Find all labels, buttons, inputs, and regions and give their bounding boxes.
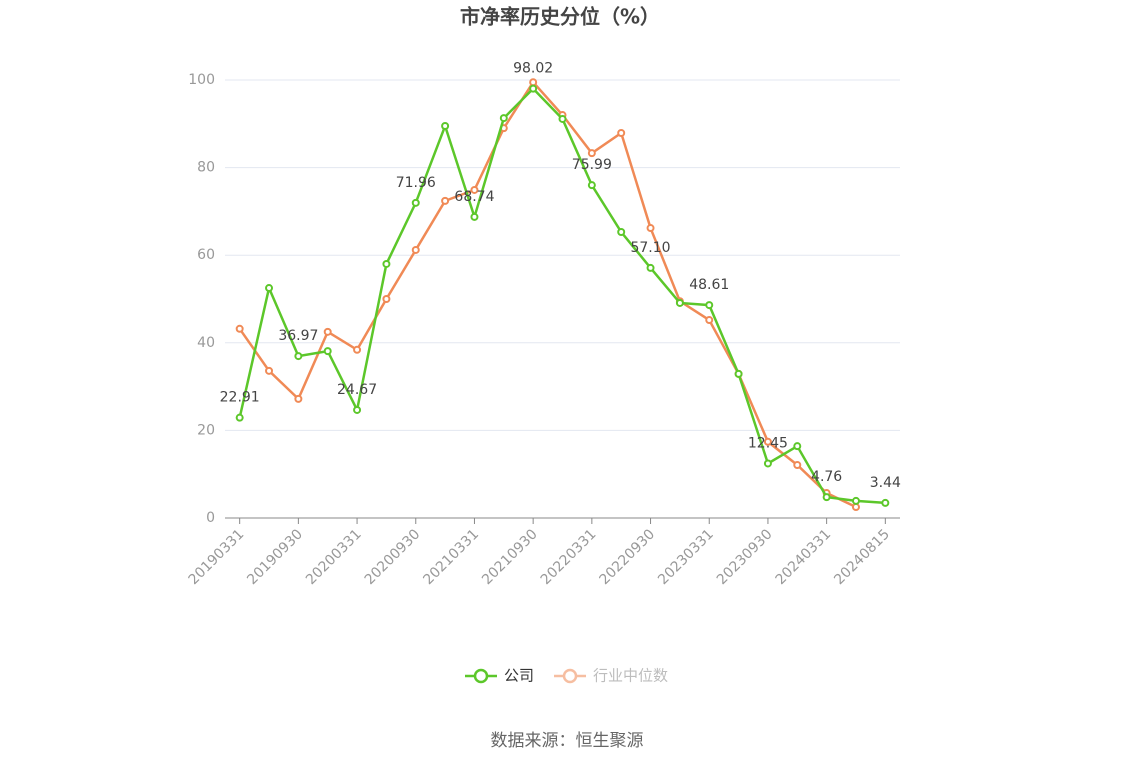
- data-label: 68.74: [454, 189, 494, 205]
- point: [763, 459, 772, 468]
- point: [793, 442, 802, 451]
- point: [646, 263, 655, 272]
- point: [617, 128, 626, 137]
- point: [411, 198, 420, 207]
- legend-marker: [562, 668, 578, 684]
- point: [265, 366, 274, 375]
- point: [499, 114, 508, 123]
- x-tick-label: 20200331: [303, 526, 365, 588]
- point: [587, 149, 596, 158]
- data-label: 12.45: [748, 435, 788, 451]
- point: [705, 301, 714, 310]
- series-line: [238, 86, 886, 505]
- x-tick-label: 20220930: [596, 526, 658, 588]
- point: [235, 324, 244, 333]
- point: [734, 369, 743, 378]
- x-tick-label: 20200930: [362, 526, 424, 588]
- x-tick-label: 20220331: [538, 526, 600, 588]
- data-label: 75.99: [572, 157, 612, 173]
- point: [265, 284, 274, 293]
- point: [323, 327, 332, 336]
- point: [822, 493, 831, 502]
- source: 数据来源：恒生聚源: [491, 731, 644, 751]
- point: [675, 298, 684, 307]
- x-tick-label: 20230331: [655, 526, 717, 588]
- point: [235, 413, 244, 422]
- y-tick-label: 60: [197, 247, 215, 263]
- x-tick-label: 20230930: [714, 526, 776, 588]
- x-tick-label: 20240815: [831, 526, 893, 588]
- data-label: 98.02: [513, 61, 553, 77]
- point: [793, 461, 802, 470]
- point: [617, 227, 626, 236]
- point: [851, 496, 860, 505]
- legend-item: 公司: [465, 667, 534, 685]
- legend-label: 公司: [504, 667, 534, 685]
- data-label: 36.97: [278, 328, 318, 344]
- chart-title: 市净率历史分位（%）: [460, 5, 660, 29]
- y-tick-label: 40: [197, 335, 215, 351]
- x-tick-label: 20240331: [773, 526, 835, 588]
- data-label: 24.67: [337, 382, 377, 398]
- point: [646, 224, 655, 233]
- data-label: 3.44: [870, 475, 901, 491]
- point: [470, 185, 479, 194]
- legend-label: 行业中位数: [593, 667, 668, 685]
- point: [529, 84, 538, 93]
- y-tick-label: 80: [197, 160, 215, 176]
- point: [382, 295, 391, 303]
- point: [323, 347, 332, 356]
- point: [529, 78, 538, 87]
- legend-marker: [473, 668, 489, 684]
- point: [587, 181, 596, 190]
- point: [294, 394, 303, 403]
- point: [763, 437, 772, 446]
- y-tick-label: 20: [197, 422, 215, 438]
- point: [881, 498, 890, 507]
- data-label: 48.61: [689, 277, 729, 293]
- point: [705, 316, 714, 325]
- x-tick-label: 20190930: [244, 526, 306, 588]
- point: [294, 352, 303, 361]
- data-label: 71.96: [396, 175, 436, 191]
- data-label: 4.76: [811, 469, 842, 485]
- point: [353, 345, 362, 354]
- series-line: [238, 80, 857, 509]
- y-tick-label: 0: [206, 510, 215, 526]
- point: [851, 503, 860, 512]
- y-tick-label: 100: [188, 72, 215, 88]
- point: [382, 259, 391, 268]
- point: [411, 245, 420, 254]
- point: [558, 114, 567, 123]
- x-tick-label: 20210930: [479, 526, 541, 588]
- data-label: 57.10: [630, 240, 670, 256]
- legend-item: 行业中位数: [554, 667, 668, 685]
- point: [470, 212, 479, 221]
- point: [353, 405, 362, 414]
- x-tick-label: 20190331: [186, 526, 248, 588]
- x-tick-label: 20210331: [420, 526, 482, 588]
- data-label: 22.91: [220, 390, 260, 406]
- point: [441, 121, 450, 130]
- point: [441, 196, 450, 205]
